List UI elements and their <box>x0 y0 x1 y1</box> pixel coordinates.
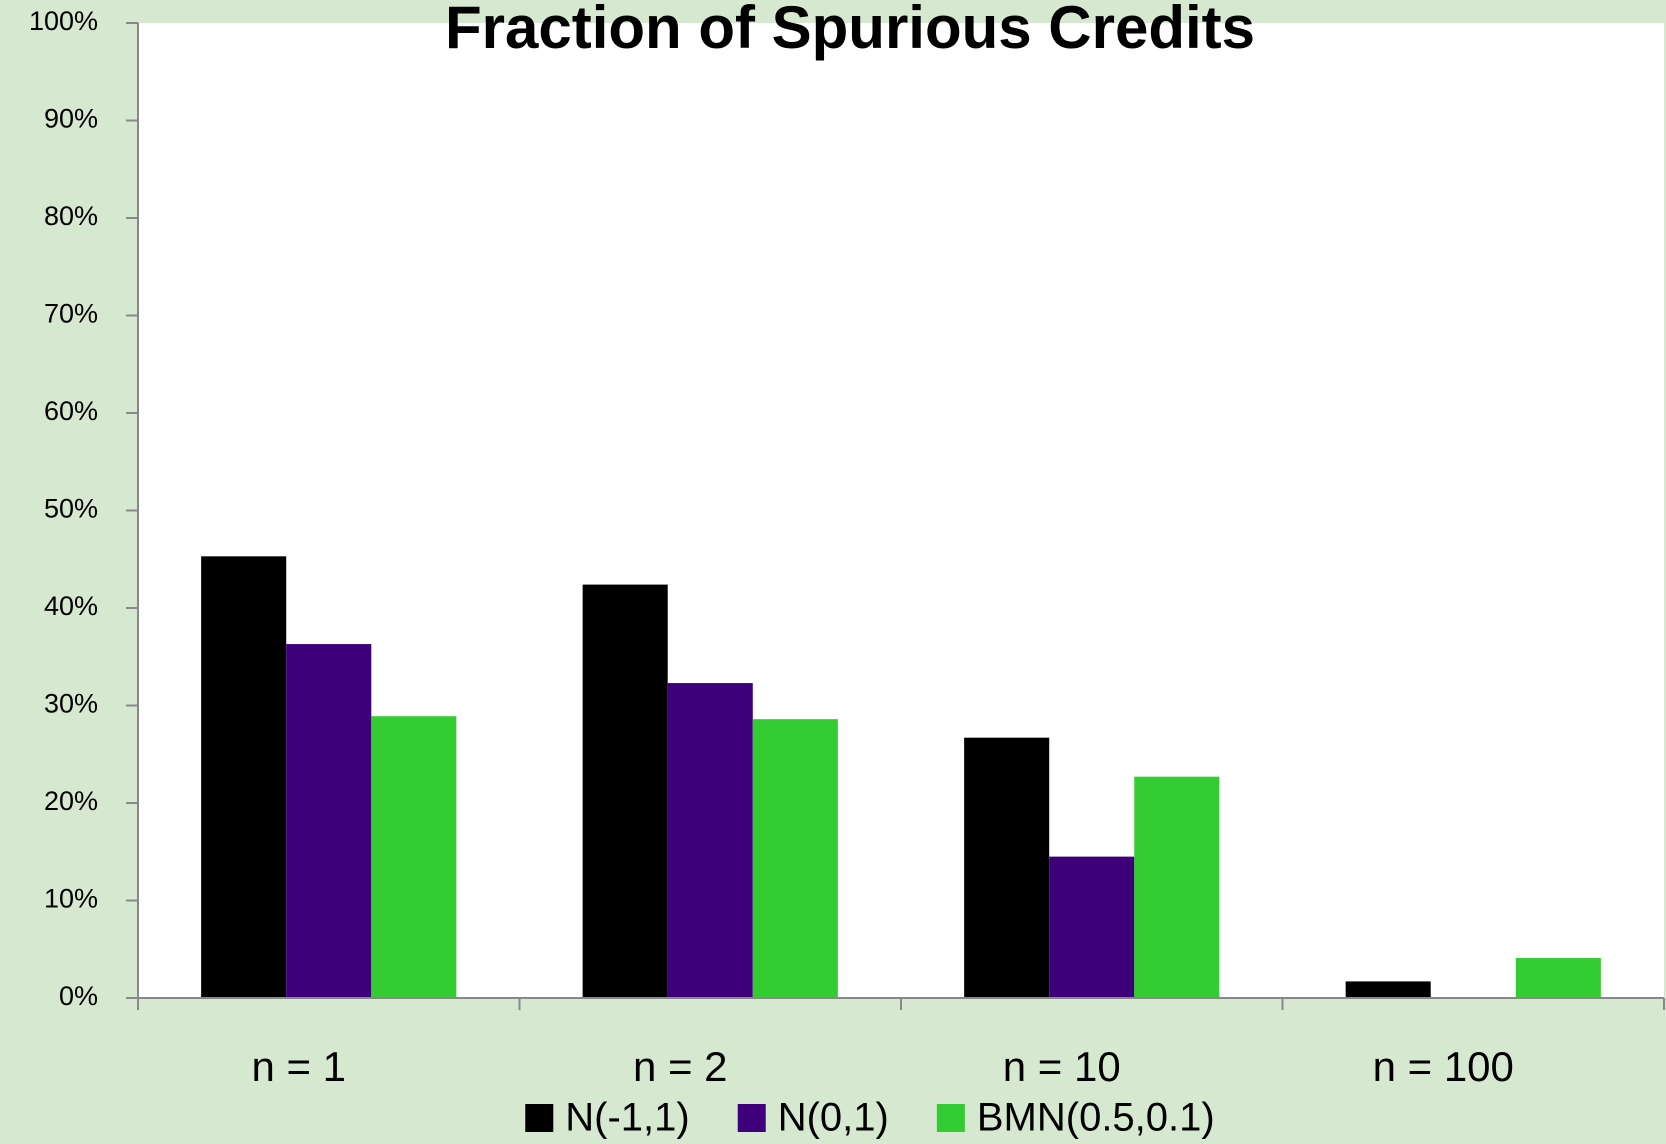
y-tick-label: 80% <box>44 201 98 231</box>
y-tick-label: 0% <box>59 981 98 1011</box>
bar <box>1049 856 1135 998</box>
x-tick-label: n = 100 <box>1373 1043 1514 1090</box>
legend-label: BMN(0.5,0.1) <box>977 1096 1215 1140</box>
bar <box>752 719 838 998</box>
y-tick-label: 30% <box>44 689 98 719</box>
y-tick-label: 10% <box>44 884 98 914</box>
x-tick-label: n = 10 <box>1003 1043 1121 1090</box>
x-tick-label: n = 1 <box>251 1043 346 1090</box>
legend-swatch <box>525 1104 554 1132</box>
bar <box>201 556 287 998</box>
bar <box>1134 776 1220 998</box>
bar <box>1515 958 1601 998</box>
x-tick-label: n = 2 <box>633 1043 728 1090</box>
y-tick-label: 20% <box>44 786 98 816</box>
y-tick-label: 100% <box>29 6 98 36</box>
bar <box>667 683 753 998</box>
bar <box>286 644 372 998</box>
bar <box>1345 981 1431 998</box>
bar <box>371 716 457 998</box>
y-tick-label: 90% <box>44 104 98 134</box>
legend-label: N(-1,1) <box>565 1096 689 1140</box>
y-tick-label: 40% <box>44 591 98 621</box>
bar <box>582 584 668 998</box>
legend-swatch <box>936 1104 965 1132</box>
y-tick-label: 60% <box>44 396 98 426</box>
legend-swatch <box>737 1104 766 1132</box>
chart-title: Fraction of Spurious Credits <box>445 0 1255 61</box>
y-tick-label: 70% <box>44 299 98 329</box>
bar <box>964 737 1050 998</box>
y-tick-label: 50% <box>44 494 98 524</box>
legend-label: N(0,1) <box>778 1096 889 1140</box>
